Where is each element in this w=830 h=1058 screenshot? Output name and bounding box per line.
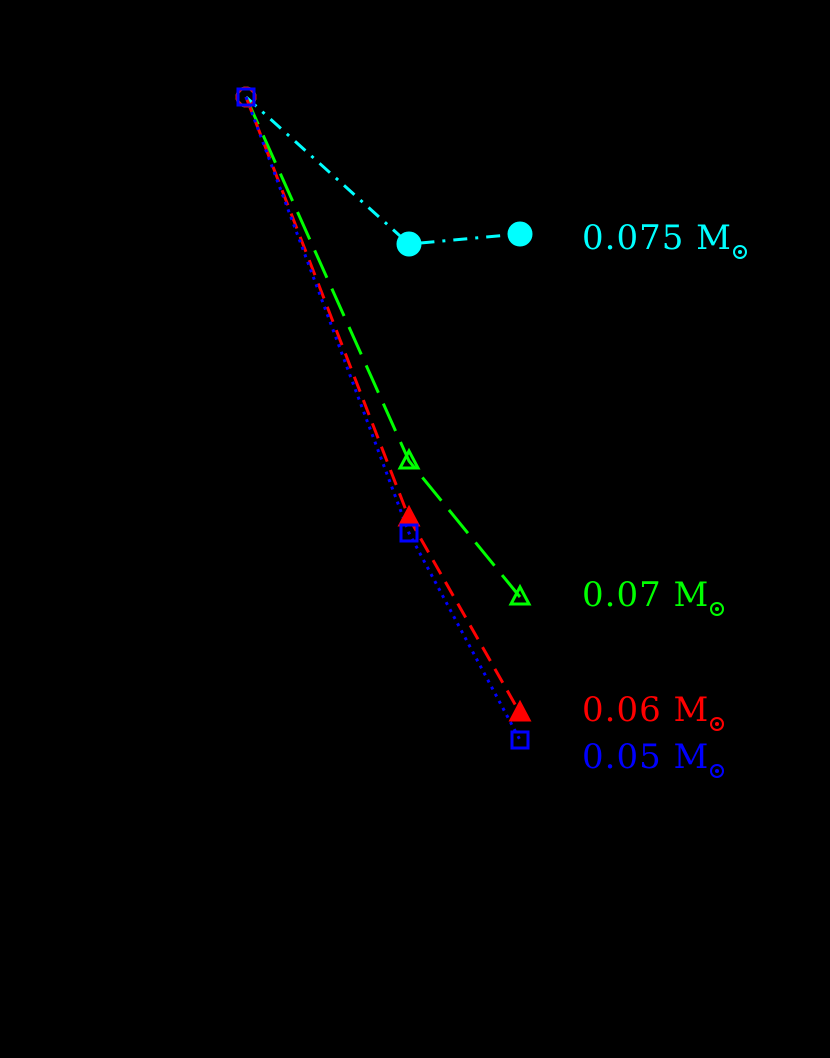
data-point-marker: [510, 730, 530, 750]
label-005: 0.05 M: [582, 737, 725, 778]
sun-symbol-icon: [710, 764, 725, 778]
sun-symbol-icon: [710, 602, 725, 616]
data-point-marker: [507, 221, 533, 247]
series-line-0: [244, 95, 521, 246]
series-line-3: [244, 96, 522, 741]
data-point-marker: [396, 231, 422, 257]
label-007: 0.07 M: [582, 575, 725, 616]
data-point-marker: [399, 523, 419, 543]
label-006: 0.06 M: [582, 690, 725, 731]
sun-symbol-icon: [732, 245, 747, 259]
data-point-marker: [236, 87, 256, 107]
data-point-marker: [397, 447, 421, 470]
series-line-1: [244, 96, 522, 598]
label-0075: 0.075 M: [582, 218, 747, 259]
data-point-marker: [508, 699, 532, 722]
data-point-marker: [397, 504, 421, 527]
data-point-marker: [508, 583, 532, 606]
sun-symbol-icon: [710, 717, 725, 731]
